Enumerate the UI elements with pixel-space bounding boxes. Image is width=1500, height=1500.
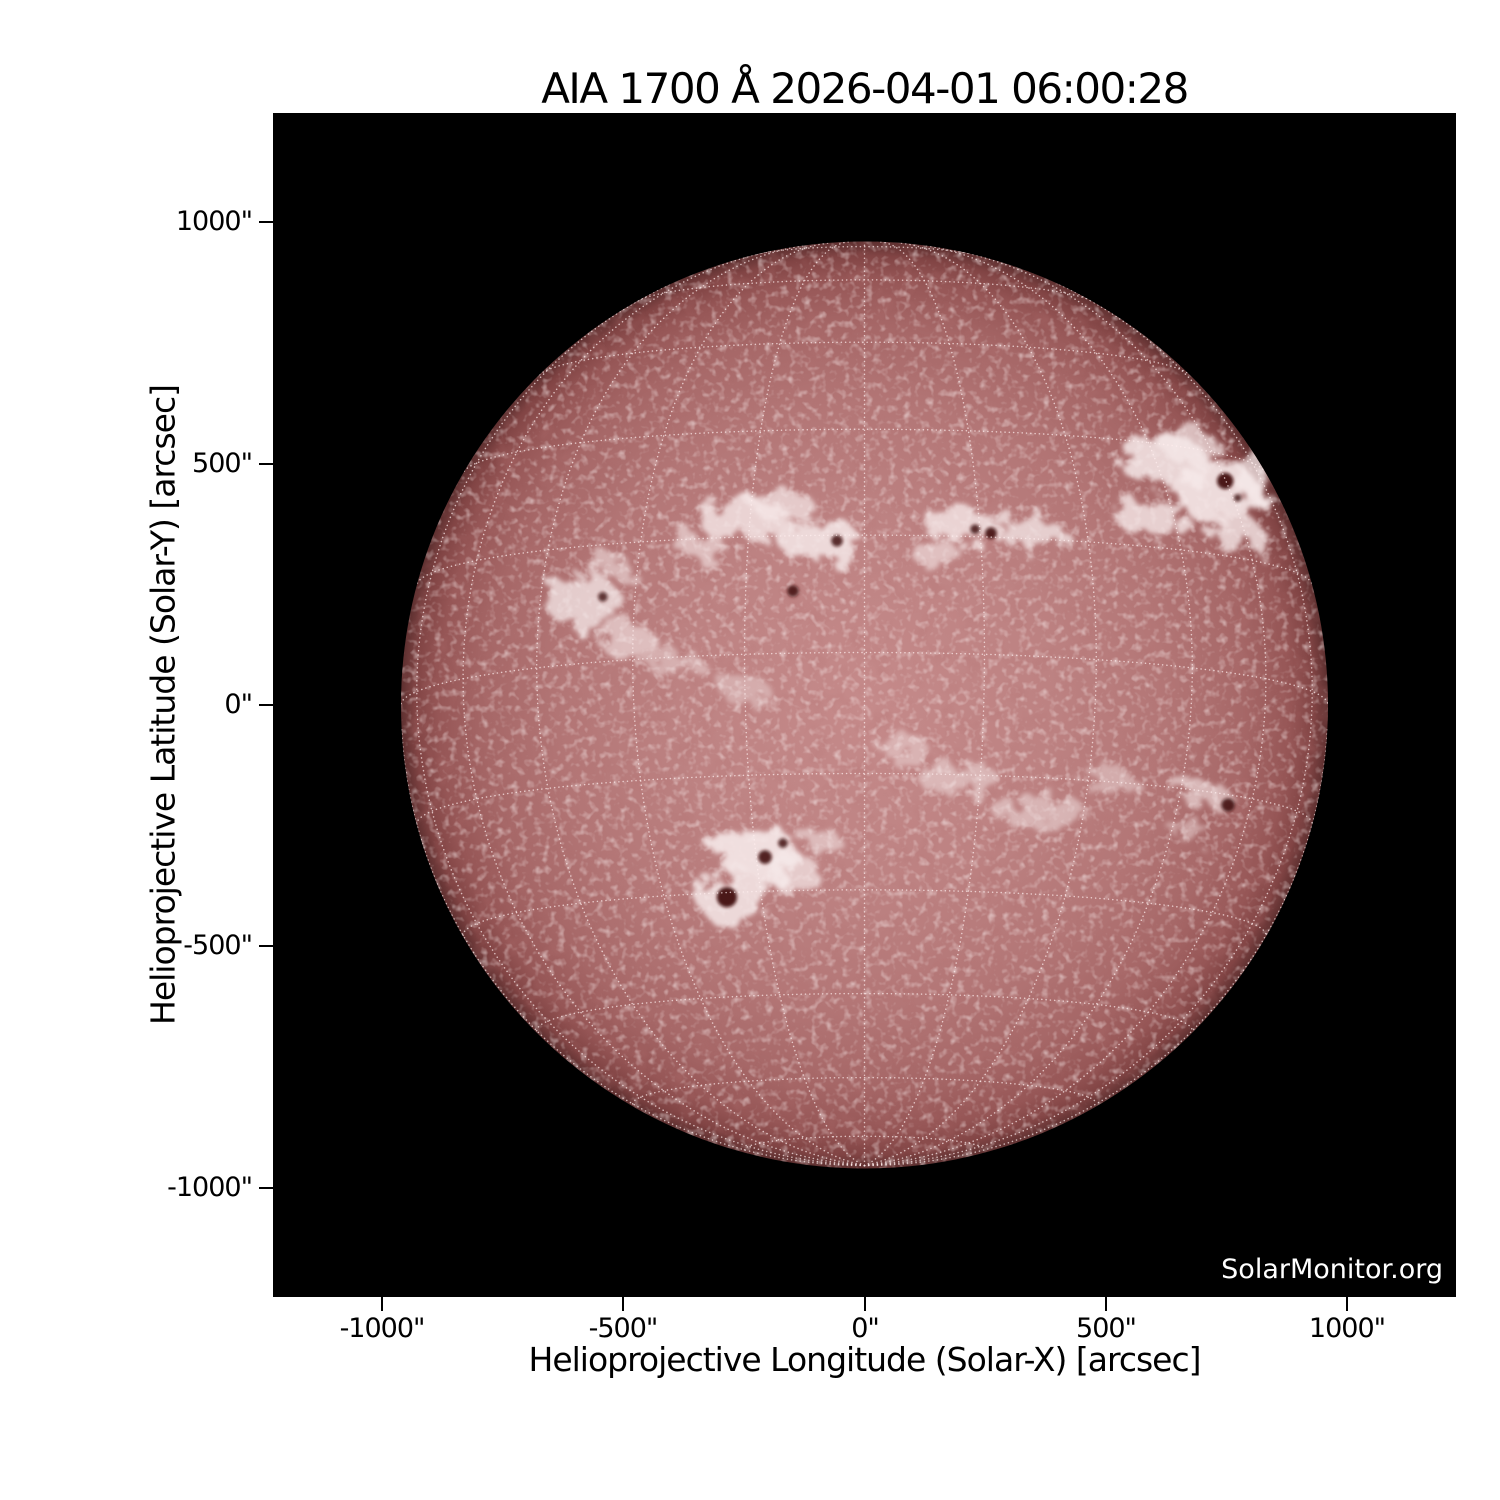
heliographic-grid xyxy=(401,241,1328,1167)
x-tick-label: -1000" xyxy=(339,1313,426,1344)
plage-regions xyxy=(543,429,1277,924)
x-tick-mark xyxy=(864,1297,866,1311)
y-tick-mark xyxy=(259,704,273,706)
sunspot xyxy=(716,887,737,908)
grid-line xyxy=(535,992,1194,1032)
y-tick-mark xyxy=(259,945,273,947)
grid-line xyxy=(401,651,1328,705)
y-tick-mark xyxy=(259,463,273,465)
grid-line xyxy=(863,282,1313,1167)
plage-region xyxy=(800,828,840,853)
y-tick-mark xyxy=(259,221,273,223)
sunspot xyxy=(1217,472,1234,490)
plage-region xyxy=(880,737,931,763)
plage-region xyxy=(922,507,999,543)
solar-disk-plot xyxy=(273,113,1456,1297)
plage-region xyxy=(1208,514,1261,550)
grid-line xyxy=(462,250,866,1167)
grid-line xyxy=(631,1076,1098,1105)
grid-line xyxy=(416,282,866,1167)
plage-region xyxy=(778,519,863,564)
plage-region xyxy=(641,646,702,675)
x-axis-label: Helioprojective Longitude (Solar-X) [arc… xyxy=(528,1340,1202,1379)
plage-region xyxy=(992,795,1088,830)
plage-region xyxy=(913,542,963,569)
sunspot xyxy=(1233,494,1242,502)
plot-area: SolarMonitor.org xyxy=(273,113,1456,1297)
plage-region xyxy=(999,516,1065,548)
grid-line xyxy=(863,241,986,1167)
grid-line xyxy=(863,728,1328,1167)
sunspot xyxy=(831,535,843,547)
sunspot xyxy=(598,592,608,602)
x-tick-label: 0" xyxy=(851,1313,880,1344)
y-tick-mark xyxy=(259,1187,273,1189)
sunspot xyxy=(970,524,980,534)
x-tick-mark xyxy=(622,1297,624,1311)
sunspot xyxy=(758,850,772,864)
sunspot xyxy=(985,527,997,539)
plage-region xyxy=(598,622,655,659)
plage-region xyxy=(1172,820,1208,841)
grid-line xyxy=(756,245,973,255)
grid-line xyxy=(538,341,1191,376)
plage-region xyxy=(674,531,725,560)
y-tick-label: -500" xyxy=(183,930,253,961)
grid-line xyxy=(863,242,1098,1167)
grid-line xyxy=(462,889,1267,937)
y-tick-label: 0" xyxy=(224,689,253,720)
y-tick-label: -1000" xyxy=(167,1172,253,1203)
sunspot xyxy=(787,585,799,597)
plage-region xyxy=(543,574,621,627)
x-tick-mark xyxy=(1346,1297,1348,1311)
page-title: AIA 1700 Å 2026-04-01 06:00:28 xyxy=(541,64,1189,113)
plage-region xyxy=(1160,429,1220,462)
plage-region xyxy=(1179,781,1230,808)
y-tick-label: 500" xyxy=(192,448,253,479)
grid-line xyxy=(631,242,866,1167)
sunspots xyxy=(598,472,1242,908)
grid-line xyxy=(743,241,866,1167)
grid-line xyxy=(637,279,1092,302)
grid-line xyxy=(416,534,1313,584)
plage-region xyxy=(751,491,815,520)
plage-region xyxy=(766,855,822,891)
plage-region xyxy=(583,552,632,579)
plage-region xyxy=(1173,460,1257,520)
grid-line xyxy=(401,728,866,1167)
plage-region xyxy=(1115,495,1185,535)
x-tick-label: 500" xyxy=(1076,1313,1137,1344)
x-tick-mark xyxy=(1105,1297,1107,1311)
plage-region xyxy=(916,763,1001,794)
x-tick-label: 1000" xyxy=(1308,1313,1386,1344)
x-tick-label: -500" xyxy=(588,1313,659,1344)
y-tick-label: 1000" xyxy=(175,206,253,237)
sunspot xyxy=(778,838,788,848)
x-tick-mark xyxy=(381,1297,383,1311)
grid-line xyxy=(416,772,1313,825)
grid-line xyxy=(463,428,1266,472)
watermark: SolarMonitor.org xyxy=(1221,1254,1443,1285)
sunspot xyxy=(1221,798,1235,812)
grid-line xyxy=(863,250,1267,1167)
plage-region xyxy=(1079,767,1136,794)
